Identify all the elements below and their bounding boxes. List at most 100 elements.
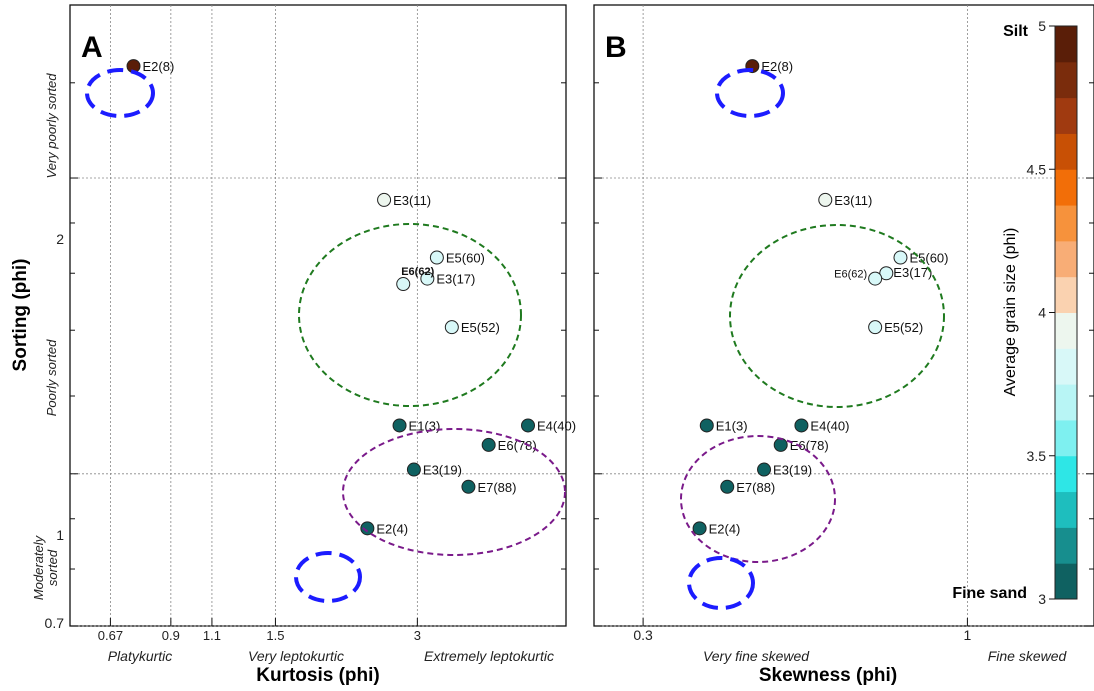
- colorbar-swatch: [1055, 97, 1077, 134]
- x-tick-label: 0.3: [633, 627, 653, 643]
- data-point: [420, 271, 435, 286]
- point-label: E3(17): [893, 265, 932, 280]
- point-label: E2(4): [376, 521, 408, 536]
- data-point: [429, 250, 444, 265]
- colorbar-swatch: [1055, 491, 1077, 528]
- colorbar-swatch: [1055, 312, 1077, 349]
- data-point: [360, 521, 375, 536]
- plot-frame: [69, 4, 567, 627]
- x-tick-label: 0.9: [162, 628, 180, 643]
- colorbar-swatch: [1055, 348, 1077, 385]
- y-tick-label: 2: [56, 231, 64, 247]
- colorbar-swatch: [1055, 61, 1077, 99]
- data-point: [773, 437, 788, 452]
- colorbar-tick-label: 4: [1038, 305, 1046, 321]
- y-tick-label: 1: [56, 527, 64, 543]
- colorbar-swatch: [1055, 455, 1077, 493]
- y-qualitative-label: Moderately: [31, 534, 46, 600]
- data-point: [377, 192, 392, 207]
- data-point: [444, 320, 459, 335]
- x-qualitative-label: Platykurtic: [108, 648, 173, 664]
- point-label: E4(40): [537, 418, 576, 433]
- point-label: E2(4): [709, 521, 741, 536]
- x-axis-title: Skewness (phi): [759, 665, 897, 686]
- y-tick-label: 0.7: [45, 615, 65, 631]
- panel-a: 0.67 0.9 1.1 1.5 3 A Kurtosis (phi) Platykurtic…: [69, 4, 576, 686]
- x-tick-label: 1.1: [203, 628, 221, 643]
- colorbar-swatch: [1055, 563, 1077, 600]
- data-point: [692, 521, 707, 536]
- colorbar: 3 3.5 4 4.5 5 Average grain size (phi) Silt Fin…: [952, 18, 1078, 607]
- colorbar-swatch: [1055, 240, 1077, 278]
- point-label: E4(40): [810, 418, 849, 433]
- y-qualitative-label: sorted: [45, 549, 60, 586]
- colorbar-swatch: [1055, 205, 1077, 242]
- colorbar-swatch: [1055, 527, 1077, 564]
- point-label: E3(19): [423, 463, 462, 478]
- point-label: E6(62): [834, 269, 867, 281]
- data-point: [396, 277, 411, 292]
- point-label: E6(78): [498, 438, 537, 453]
- y-qualitative-label: Very poorly sorted: [44, 73, 59, 179]
- colorbar-tick-label: 4.5: [1027, 161, 1047, 177]
- x-qualitative-label: Very fine skewed: [703, 648, 810, 664]
- point-label: E5(52): [461, 320, 500, 335]
- shared-axis-text: 0.7 1 2 Sorting (phi) Very poorly sorted Poor…: [10, 73, 64, 631]
- data-point: [868, 271, 883, 286]
- point-label: E6(78): [790, 438, 829, 453]
- point-label: E1(3): [716, 418, 748, 433]
- plot-frame: [593, 4, 1094, 627]
- x-tick-label: 1.5: [266, 628, 284, 643]
- data-point: [757, 462, 772, 477]
- data-point: [481, 437, 496, 452]
- cluster-ellipses: [85, 68, 945, 610]
- colorbar-title: Average grain size (phi): [1002, 228, 1019, 397]
- data-point: [392, 418, 407, 433]
- cluster-ellipse: [715, 68, 785, 118]
- data-point: [720, 479, 735, 494]
- panel-b: 0.3 1 B Skewness (phi)Very fine skewed Fine …: [593, 4, 1094, 686]
- colorbar-swatch: [1055, 169, 1077, 206]
- colorbar-swatch: [1055, 276, 1077, 313]
- point-label: E3(11): [834, 193, 872, 208]
- data-point: [521, 418, 536, 433]
- x-tick-label: 1: [964, 627, 972, 643]
- x-axis-title: Kurtosis (phi): [256, 665, 380, 686]
- x-qualitative-label: Fine skewed: [988, 648, 1068, 664]
- point-label: E3(17): [436, 272, 475, 287]
- colorbar-tick-label: 3: [1038, 591, 1046, 607]
- point-label: E2(8): [143, 59, 175, 74]
- point-label: E6(62): [401, 266, 434, 278]
- panel-letter: B: [605, 31, 627, 64]
- data-point: [818, 192, 833, 207]
- point-label: E1(3): [409, 418, 441, 433]
- cluster-ellipse: [298, 223, 522, 407]
- point-label: E5(52): [884, 320, 923, 335]
- data-point: [879, 266, 894, 281]
- x-tick-label: 0.67: [98, 628, 123, 643]
- point-label: E3(11): [393, 193, 431, 208]
- colorbar-top-label: Silt: [1003, 23, 1029, 40]
- colorbar-swatch: [1055, 133, 1077, 170]
- cluster-ellipse: [687, 556, 755, 610]
- point-label: E5(60): [446, 251, 485, 266]
- cluster-ellipse: [85, 68, 155, 118]
- cluster-ellipse: [729, 224, 945, 408]
- point-label: E7(88): [736, 480, 775, 495]
- cluster-ellipse: [680, 435, 836, 563]
- data-point: [794, 418, 809, 433]
- colorbar-swatch: [1055, 384, 1077, 421]
- data-point: [461, 479, 476, 494]
- colorbar-swatch: [1055, 419, 1077, 457]
- data-point: [406, 462, 421, 477]
- x-qualitative-label: Extremely leptokurtic: [424, 648, 554, 664]
- y-qualitative-label: Poorly sorted: [44, 339, 59, 416]
- data-point: [868, 320, 883, 335]
- data-point: [699, 418, 714, 433]
- colorbar-swatch: [1055, 26, 1077, 63]
- colorbar-bottom-label: Fine sand: [952, 585, 1027, 602]
- cluster-ellipse: [294, 551, 362, 603]
- colorbar-tick-label: 3.5: [1027, 448, 1047, 464]
- x-tick-label: 3: [414, 628, 421, 643]
